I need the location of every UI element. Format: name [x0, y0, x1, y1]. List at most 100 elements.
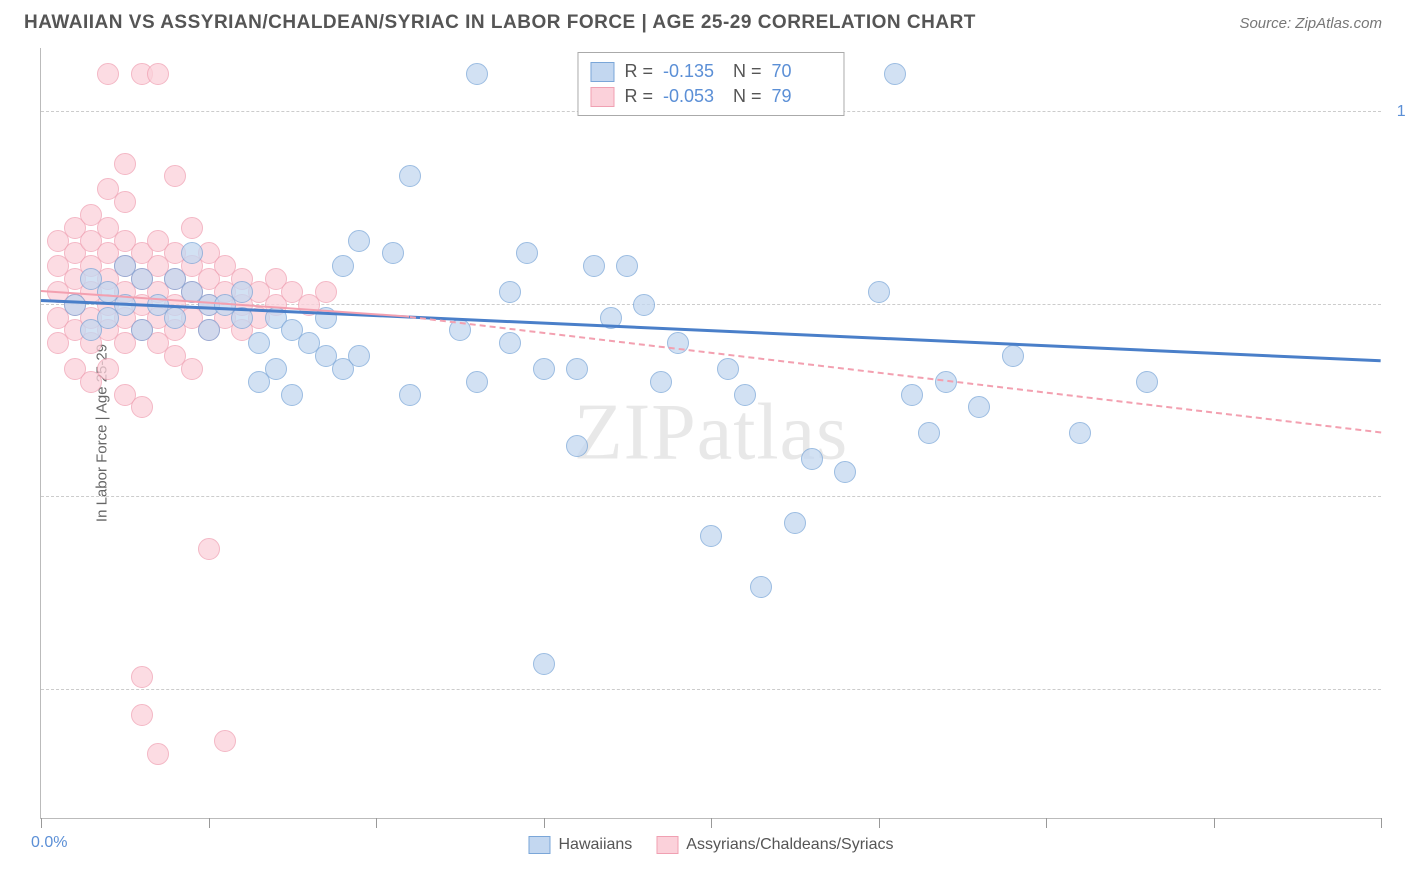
scatter-point-b — [315, 281, 337, 303]
ytick-label: 100.0% — [1391, 103, 1406, 121]
stats-swatch-b — [590, 87, 614, 107]
scatter-point-a — [281, 384, 303, 406]
chart-title: HAWAIIAN VS ASSYRIAN/CHALDEAN/SYRIAC IN … — [24, 12, 976, 34]
scatter-point-b — [114, 191, 136, 213]
scatter-point-a — [918, 422, 940, 444]
scatter-point-a — [968, 396, 990, 418]
legend-swatch-b — [656, 836, 678, 854]
n-label: N = — [733, 61, 762, 82]
scatter-point-a — [499, 332, 521, 354]
scatter-point-a — [533, 653, 555, 675]
xtick — [1214, 818, 1215, 828]
series-legend: Hawaiians Assyrians/Chaldeans/Syriacs — [528, 836, 893, 854]
scatter-point-b — [147, 63, 169, 85]
scatter-point-a — [348, 345, 370, 367]
stats-box: R = -0.135 N = 70 R = -0.053 N = 79 — [577, 52, 844, 116]
xtick-label-min: 0.0% — [31, 834, 67, 852]
scatter-point-a — [717, 358, 739, 380]
legend-label-a: Hawaiians — [558, 836, 632, 854]
scatter-point-a — [382, 242, 404, 264]
scatter-point-a — [64, 294, 86, 316]
xtick — [376, 818, 377, 828]
scatter-point-a — [332, 255, 354, 277]
n-value-b: 79 — [772, 86, 832, 107]
scatter-point-a — [1136, 371, 1158, 393]
ytick-label: 85.0% — [1391, 296, 1406, 314]
n-label: N = — [733, 86, 762, 107]
scatter-point-a — [616, 255, 638, 277]
scatter-point-a — [131, 268, 153, 290]
scatter-point-a — [466, 371, 488, 393]
scatter-point-a — [348, 230, 370, 252]
ytick-label: 70.0% — [1391, 488, 1406, 506]
scatter-point-b — [214, 730, 236, 752]
ytick-label: 55.0% — [1391, 681, 1406, 699]
r-value-a: -0.135 — [663, 61, 723, 82]
n-value-a: 70 — [772, 61, 832, 82]
scatter-point-a — [700, 525, 722, 547]
xtick-label-max: 80.0% — [1391, 834, 1406, 852]
scatter-point-a — [399, 384, 421, 406]
scatter-point-a — [248, 332, 270, 354]
scatter-point-b — [97, 63, 119, 85]
xtick — [879, 818, 880, 828]
legend-item-hawaiians: Hawaiians — [528, 836, 632, 854]
correlation-chart: In Labor Force | Age 25-29 ZIPatlas Hawa… — [40, 48, 1381, 819]
xtick — [1046, 818, 1047, 828]
stats-swatch-a — [590, 62, 614, 82]
scatter-point-a — [566, 435, 588, 457]
trendline-b-dash — [409, 316, 1381, 433]
r-value-b: -0.053 — [663, 86, 723, 107]
scatter-point-a — [834, 461, 856, 483]
scatter-point-a — [466, 63, 488, 85]
xtick — [41, 818, 42, 828]
scatter-point-a — [868, 281, 890, 303]
scatter-point-b — [147, 743, 169, 765]
scatter-point-a — [1002, 345, 1024, 367]
scatter-point-a — [265, 358, 287, 380]
scatter-point-a — [667, 332, 689, 354]
scatter-point-b — [131, 704, 153, 726]
xtick — [544, 818, 545, 828]
scatter-point-b — [131, 666, 153, 688]
stats-row-b: R = -0.053 N = 79 — [590, 84, 831, 109]
r-label: R = — [624, 61, 653, 82]
scatter-point-a — [650, 371, 672, 393]
gridline — [41, 496, 1381, 497]
scatter-point-a — [884, 63, 906, 85]
scatter-point-a — [734, 384, 756, 406]
scatter-point-b — [164, 165, 186, 187]
scatter-point-a — [164, 307, 186, 329]
legend-label-b: Assyrians/Chaldeans/Syriacs — [686, 836, 893, 854]
scatter-point-a — [633, 294, 655, 316]
scatter-point-b — [97, 358, 119, 380]
scatter-point-a — [801, 448, 823, 470]
scatter-point-a — [784, 512, 806, 534]
scatter-point-a — [131, 319, 153, 341]
scatter-point-a — [566, 358, 588, 380]
scatter-point-b — [181, 358, 203, 380]
scatter-point-a — [1069, 422, 1091, 444]
scatter-point-a — [399, 165, 421, 187]
scatter-point-b — [131, 396, 153, 418]
xtick — [1381, 818, 1382, 828]
scatter-point-a — [901, 384, 923, 406]
xtick — [711, 818, 712, 828]
legend-swatch-a — [528, 836, 550, 854]
scatter-point-b — [198, 538, 220, 560]
scatter-point-a — [750, 576, 772, 598]
xtick — [209, 818, 210, 828]
scatter-point-a — [533, 358, 555, 380]
source-label: Source: ZipAtlas.com — [1239, 15, 1382, 32]
scatter-point-a — [181, 242, 203, 264]
scatter-point-a — [198, 319, 220, 341]
scatter-point-a — [583, 255, 605, 277]
scatter-point-b — [181, 217, 203, 239]
chart-header: HAWAIIAN VS ASSYRIAN/CHALDEAN/SYRIAC IN … — [0, 0, 1406, 42]
scatter-point-a — [516, 242, 538, 264]
legend-item-assyrians: Assyrians/Chaldeans/Syriacs — [656, 836, 893, 854]
r-label: R = — [624, 86, 653, 107]
scatter-point-b — [114, 153, 136, 175]
stats-row-a: R = -0.135 N = 70 — [590, 59, 831, 84]
gridline — [41, 689, 1381, 690]
